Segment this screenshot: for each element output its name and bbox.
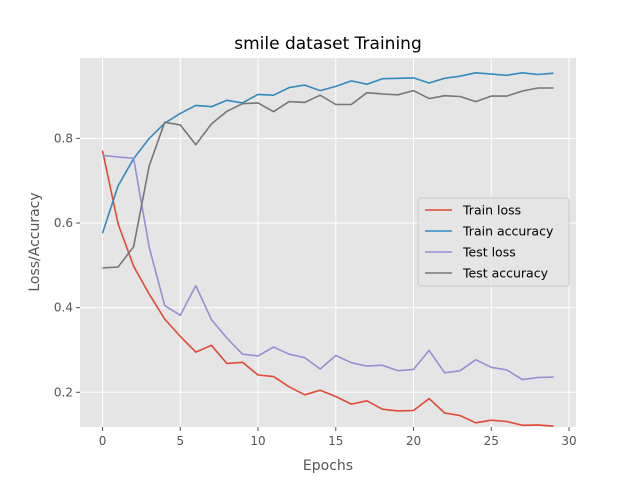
series-line-test-accuracy xyxy=(102,87,554,269)
x-tick-label: 10 xyxy=(250,434,265,448)
legend-label-test-accuracy: Test accuracy xyxy=(462,266,549,281)
series-line-train-loss xyxy=(101,150,554,427)
legend-label-train-accuracy: Train accuracy xyxy=(462,224,554,239)
y-tick-label: 0.2 xyxy=(54,385,73,399)
x-tick-label: 30 xyxy=(561,434,576,448)
x-tick-label: 20 xyxy=(406,434,421,448)
y-tick-label: 0.8 xyxy=(54,131,73,145)
x-axis-label: Epochs xyxy=(303,458,353,474)
x-tick-label: 5 xyxy=(176,434,184,448)
chart-title: smile dataset Training xyxy=(234,34,421,54)
y-tick-label: 0.4 xyxy=(54,301,73,315)
x-tick-label: 0 xyxy=(99,434,107,448)
x-tick-label: 15 xyxy=(328,434,343,448)
legend-box xyxy=(417,197,570,287)
y-axis-ticks: 0.2 0.4 0.6 0.8 xyxy=(54,131,80,399)
legend: Train loss Train accuracy Test loss Test ac… xyxy=(417,197,570,287)
x-axis-ticks: 0 5 10 15 20 25 30 xyxy=(99,427,577,448)
y-tick-label: 0.6 xyxy=(54,216,73,230)
x-tick-label: 25 xyxy=(484,434,499,448)
legend-label-test-loss: Test loss xyxy=(462,245,516,260)
series-line-test-loss xyxy=(102,154,554,381)
series-line-train-accuracy xyxy=(101,72,554,234)
series-lines xyxy=(101,72,554,427)
legend-label-train-loss: Train loss xyxy=(462,203,521,218)
y-axis-label: Loss/Accuracy xyxy=(27,192,43,291)
